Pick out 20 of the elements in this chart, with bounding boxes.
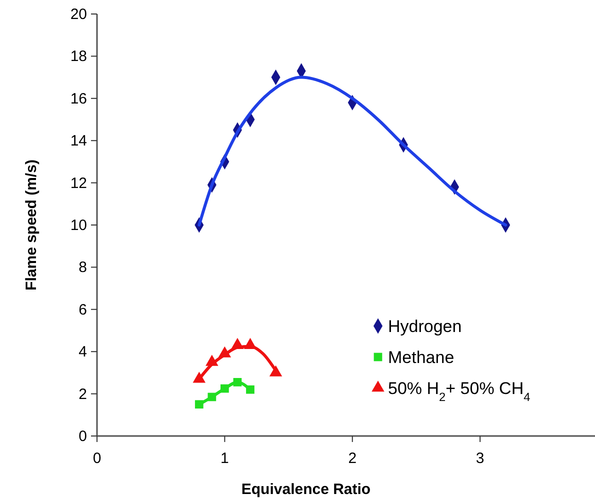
y-tick-label: 2 [78, 386, 87, 403]
y-tick-label: 6 [78, 301, 87, 318]
x-tick-label: 2 [348, 450, 357, 467]
x-tick-label: 3 [476, 450, 484, 467]
y-tick-label: 0 [78, 428, 87, 445]
y-tick-label: 20 [70, 6, 87, 23]
y-tick-label: 8 [78, 259, 87, 276]
x-axis-title: Equivalence Ratio [241, 481, 371, 498]
y-tick-label: 10 [70, 217, 87, 234]
y-tick-label: 4 [78, 344, 87, 361]
y-axis-title: Flame speed (m/s) [23, 160, 40, 290]
legend-label: 50% H$_{2}$+ 50% CH$_{4}$ [388, 379, 531, 404]
x-tick-label: 1 [220, 450, 229, 467]
legend-label: Methane [388, 348, 454, 367]
y-tick-label: 14 [70, 132, 87, 150]
y-tick-label: 18 [70, 48, 87, 66]
y-tick-label: 12 [70, 174, 87, 192]
y-tick-label: 16 [70, 90, 87, 108]
legend-label: Hydrogen [388, 317, 462, 336]
x-tick-label: 0 [92, 450, 102, 467]
